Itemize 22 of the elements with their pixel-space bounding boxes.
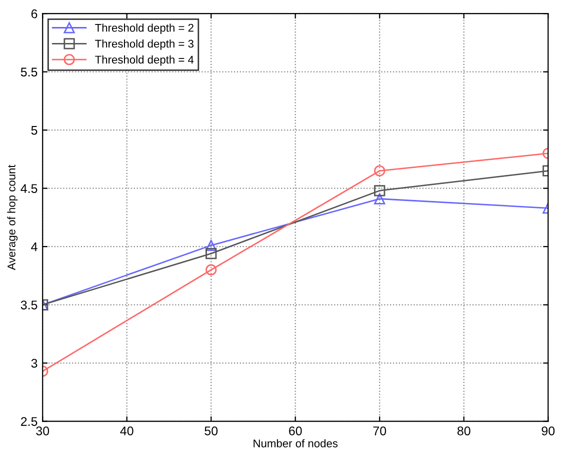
point	[206, 248, 217, 260]
x-tick-label: 70	[373, 426, 386, 436]
y-tick-label: 5.5	[20, 68, 38, 76]
legend-label: Threshold depth = 4	[95, 55, 194, 66]
x-tick-label: 90	[542, 426, 555, 436]
x-tick-label: 30	[36, 426, 50, 436]
legend-label: Threshold depth = 3	[95, 40, 194, 50]
x-tick-label: 40	[120, 426, 134, 436]
y-tick-label: 6	[31, 9, 38, 18]
y-tick-label: 5	[31, 126, 38, 135]
y-tick-label: 3.5	[20, 300, 38, 310]
x-tick-label: 60	[289, 426, 302, 436]
y-axis-title: Average of hop count	[7, 164, 18, 270]
legend-label: Threshold depth = 2	[95, 24, 194, 34]
x-tick-label: 50	[204, 426, 218, 436]
y-tick-label: 3	[31, 358, 38, 368]
y-tick-label: 4	[31, 242, 38, 252]
x-axis-title: Number of nodes	[254, 439, 338, 448]
y-tick-label: 4.5	[20, 184, 38, 193]
y-tick-label: 2.5	[20, 417, 38, 426]
x-tick-label: 80	[457, 426, 470, 436]
point	[374, 185, 386, 196]
